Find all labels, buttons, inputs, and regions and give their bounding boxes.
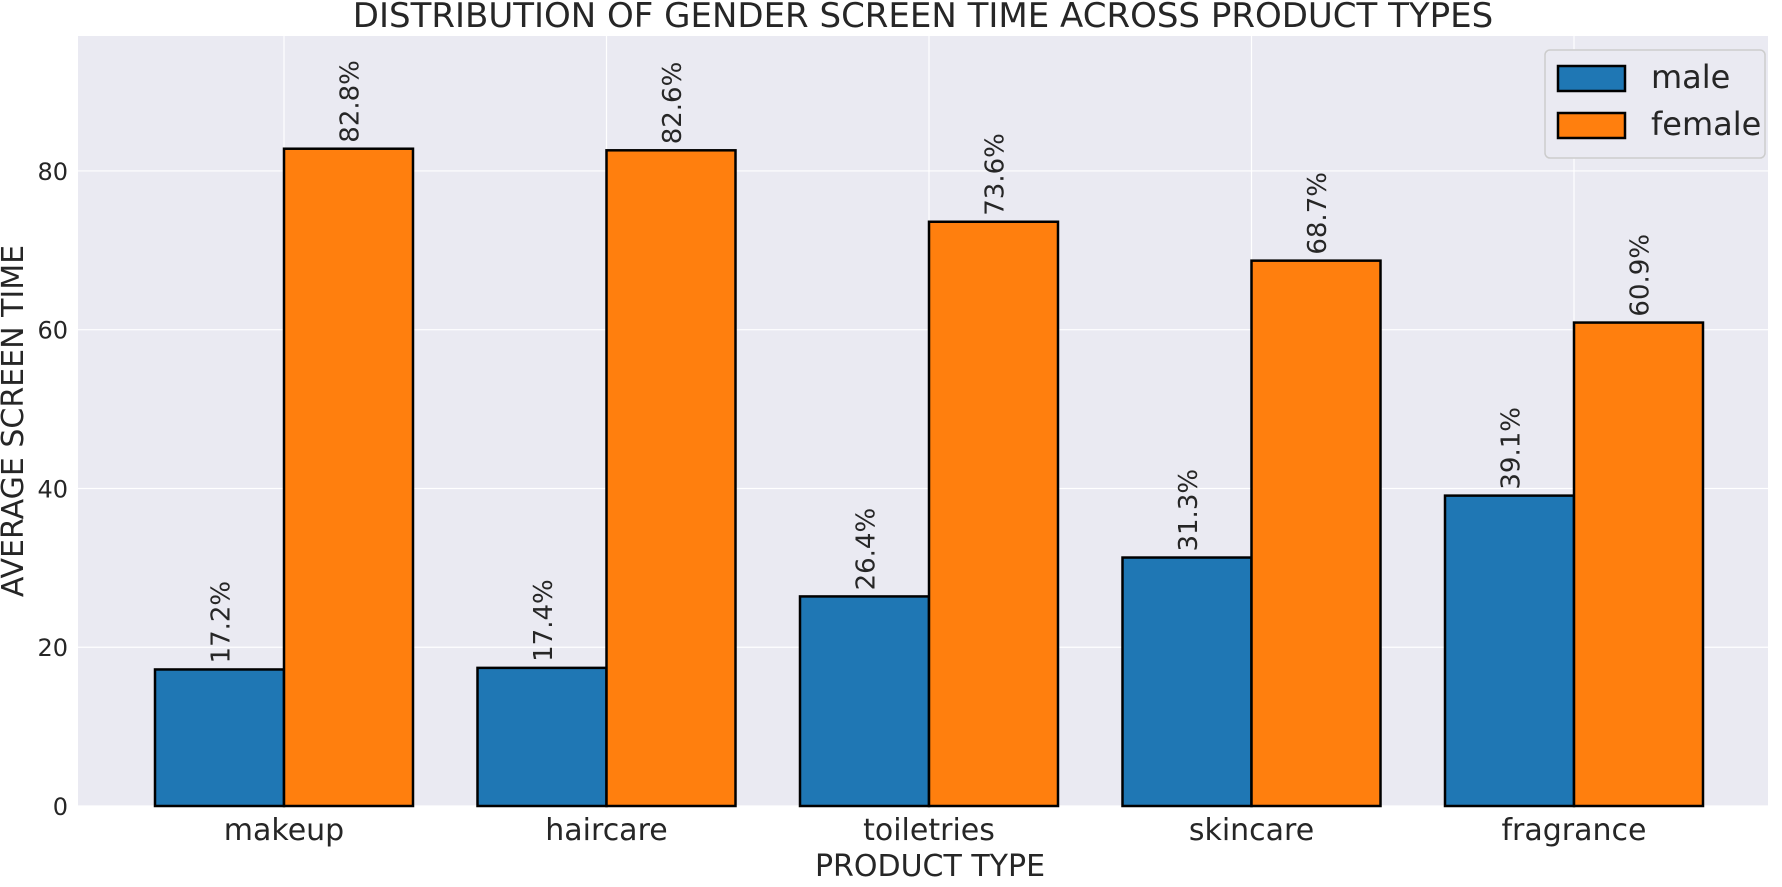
bar-label-male-skincare: 31.3% [1174,469,1204,552]
bar-male-haircare [476,666,608,808]
bar-female-haircare [605,149,737,808]
bar-female-makeup [282,147,415,808]
bar-label-female-fragrance: 60.9% [1626,234,1656,317]
x-tick-label-skincare: skincare [1189,813,1314,848]
legend-swatch-female [1556,111,1627,140]
y-tick-label: 0 [53,793,68,821]
bar-label-female-makeup: 82.8% [336,60,366,143]
y-tick-label: 60 [37,317,68,345]
legend: male female [1544,49,1766,159]
bar-female-skincare [1250,259,1382,808]
y-axis-label: AVERAGE SCREEN TIME [0,245,31,597]
x-tick-label-fragrance: fragrance [1501,813,1646,848]
x-axis-label: PRODUCT TYPE [815,849,1045,883]
x-tick-label-makeup: makeup [224,813,344,848]
x-tick-label-toiletries: toiletries [863,813,995,848]
bar-value-labels: 17.2% 17.4% 26.4% 31.3% 39.1% 82.8% 82.6% 73.6%… [207,60,1656,663]
y-tick-label: 40 [37,475,68,503]
x-axis-ticks: makeup haircare toiletries skincare fragranc… [224,813,1647,848]
bar-label-female-skincare: 68.7% [1303,172,1333,255]
bars [153,147,1705,808]
legend-label-male: male [1651,58,1730,96]
bar-male-fragrance [1443,494,1576,808]
bar-label-male-haircare: 17.4% [529,579,559,662]
bar-label-male-toiletries: 26.4% [852,508,882,591]
x-tick-label-haircare: haircare [545,813,667,848]
y-axis-ticks: 0 20 40 60 80 [37,158,68,821]
bar-female-toiletries [927,220,1060,808]
y-tick-label: 80 [37,158,68,186]
bar-male-skincare [1121,556,1253,808]
bar-male-makeup [153,668,286,808]
bar-label-female-toiletries: 73.6% [981,133,1011,216]
legend-swatch-male [1556,64,1627,93]
bar-label-male-makeup: 17.2% [207,581,237,664]
legend-label-female: female [1651,105,1761,143]
chart-title: DISTRIBUTION OF GENDER SCREEN TIME ACROS… [353,0,1493,36]
bar-female-fragrance [1572,321,1705,808]
y-tick-label: 20 [37,634,68,662]
bar-label-male-fragrance: 39.1% [1497,407,1527,490]
bar-label-female-haircare: 82.6% [658,62,688,145]
bar-male-toiletries [798,595,931,808]
